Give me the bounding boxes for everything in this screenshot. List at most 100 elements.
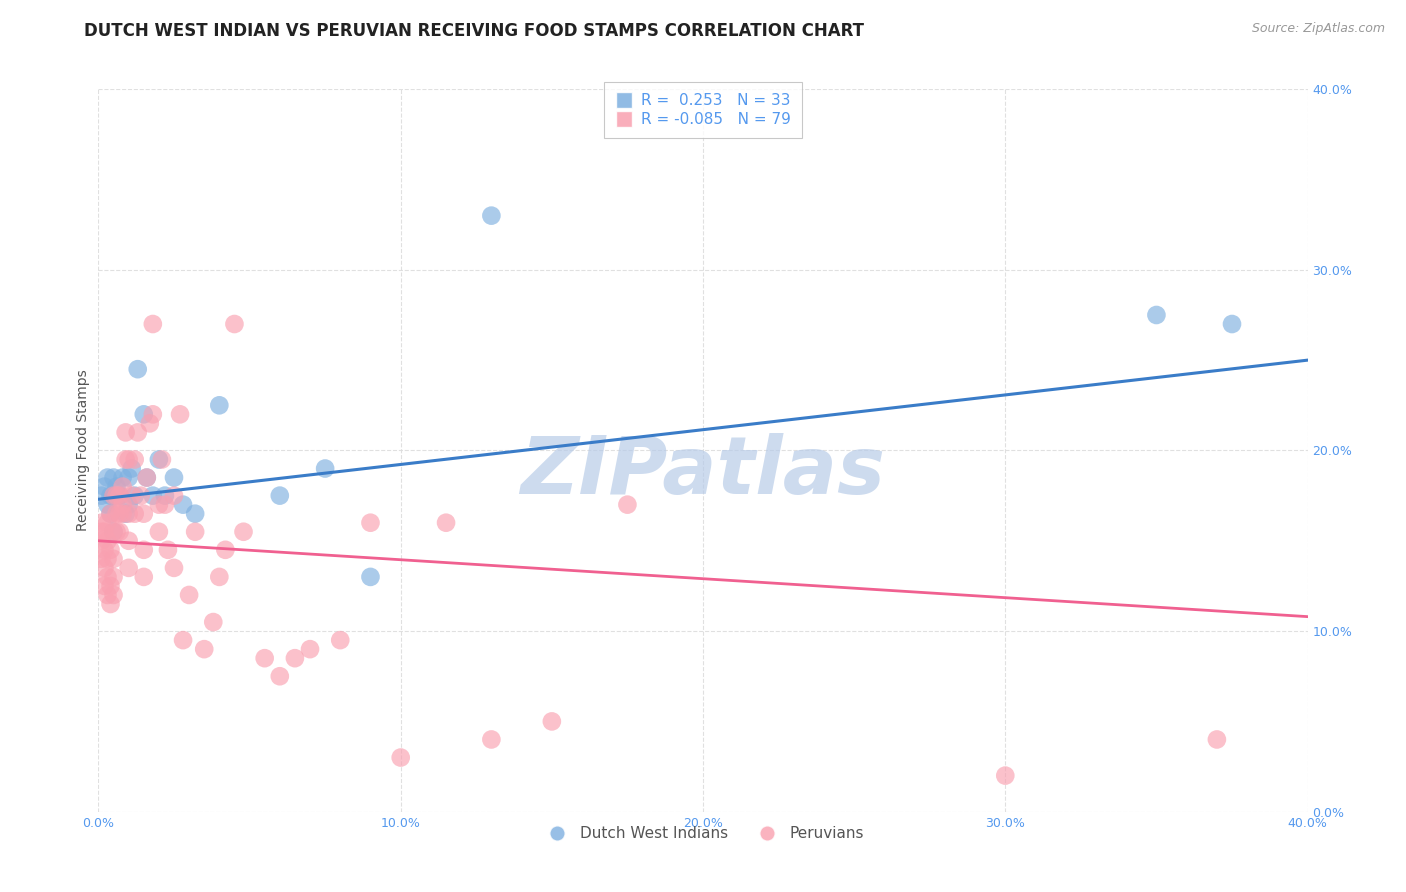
Point	[202, 615, 225, 629]
Point	[184, 507, 207, 521]
Point	[314, 461, 336, 475]
Point	[105, 489, 128, 503]
Point	[129, 489, 152, 503]
Point	[96, 533, 118, 548]
Point	[184, 524, 207, 539]
Point	[111, 480, 134, 494]
Point	[100, 507, 122, 521]
Point	[103, 524, 125, 539]
Point	[114, 452, 136, 467]
Point	[90, 533, 112, 548]
Point	[108, 489, 131, 503]
Point	[93, 480, 115, 494]
Point	[540, 714, 562, 729]
Point	[269, 489, 291, 503]
Point	[93, 524, 115, 539]
Point	[103, 524, 125, 539]
Text: Source: ZipAtlas.com: Source: ZipAtlas.com	[1251, 22, 1385, 36]
Point	[100, 542, 122, 557]
Point	[93, 561, 115, 575]
Point	[616, 498, 638, 512]
Point	[172, 498, 194, 512]
Point	[114, 507, 136, 521]
Point	[193, 642, 215, 657]
Point	[124, 489, 146, 503]
Point	[1144, 308, 1167, 322]
Point	[132, 407, 155, 422]
Point	[142, 407, 165, 422]
Text: DUTCH WEST INDIAN VS PERUVIAN RECEIVING FOOD STAMPS CORRELATION CHART: DUTCH WEST INDIAN VS PERUVIAN RECEIVING …	[84, 22, 865, 40]
Point	[253, 651, 276, 665]
Point	[114, 425, 136, 440]
Point	[103, 570, 125, 584]
Point	[132, 507, 155, 521]
Point	[118, 498, 141, 512]
Point	[105, 524, 128, 539]
Point	[172, 633, 194, 648]
Point	[269, 669, 291, 683]
Point	[103, 489, 125, 503]
Point	[148, 524, 170, 539]
Point	[103, 588, 125, 602]
Point	[232, 524, 254, 539]
Point	[208, 570, 231, 584]
Point	[103, 551, 125, 566]
Point	[434, 516, 457, 530]
Point	[105, 507, 128, 521]
Point	[127, 425, 149, 440]
Point	[481, 209, 503, 223]
Point	[142, 489, 165, 503]
Point	[153, 489, 176, 503]
Point	[139, 417, 162, 431]
Legend: Dutch West Indians, Peruvians: Dutch West Indians, Peruvians	[536, 821, 870, 847]
Point	[142, 317, 165, 331]
Point	[93, 542, 115, 557]
Point	[329, 633, 352, 648]
Point	[163, 470, 186, 484]
Point	[96, 570, 118, 584]
Point	[214, 542, 236, 557]
Point	[163, 561, 186, 575]
Point	[103, 470, 125, 484]
Point	[121, 461, 143, 475]
Point	[90, 489, 112, 503]
Point	[108, 489, 131, 503]
Point	[132, 570, 155, 584]
Point	[163, 489, 186, 503]
Point	[153, 498, 176, 512]
Point	[994, 769, 1017, 783]
Point	[1220, 317, 1243, 331]
Point	[169, 407, 191, 422]
Point	[118, 470, 141, 484]
Point	[96, 516, 118, 530]
Point	[389, 750, 412, 764]
Point	[108, 507, 131, 521]
Point	[100, 507, 122, 521]
Point	[90, 524, 112, 539]
Point	[284, 651, 307, 665]
Point	[90, 516, 112, 530]
Point	[93, 579, 115, 593]
Point	[299, 642, 322, 657]
Point	[111, 507, 134, 521]
Point	[124, 507, 146, 521]
Point	[100, 579, 122, 593]
Point	[96, 588, 118, 602]
Point	[103, 489, 125, 503]
Point	[148, 452, 170, 467]
Point	[108, 524, 131, 539]
Point	[118, 533, 141, 548]
Point	[135, 470, 157, 484]
Point	[1206, 732, 1229, 747]
Point	[208, 398, 231, 412]
Point	[90, 551, 112, 566]
Point	[156, 542, 179, 557]
Y-axis label: Receiving Food Stamps: Receiving Food Stamps	[76, 369, 90, 532]
Point	[118, 452, 141, 467]
Point	[118, 507, 141, 521]
Point	[360, 516, 382, 530]
Point	[360, 570, 382, 584]
Point	[124, 452, 146, 467]
Point	[148, 498, 170, 512]
Point	[150, 452, 173, 467]
